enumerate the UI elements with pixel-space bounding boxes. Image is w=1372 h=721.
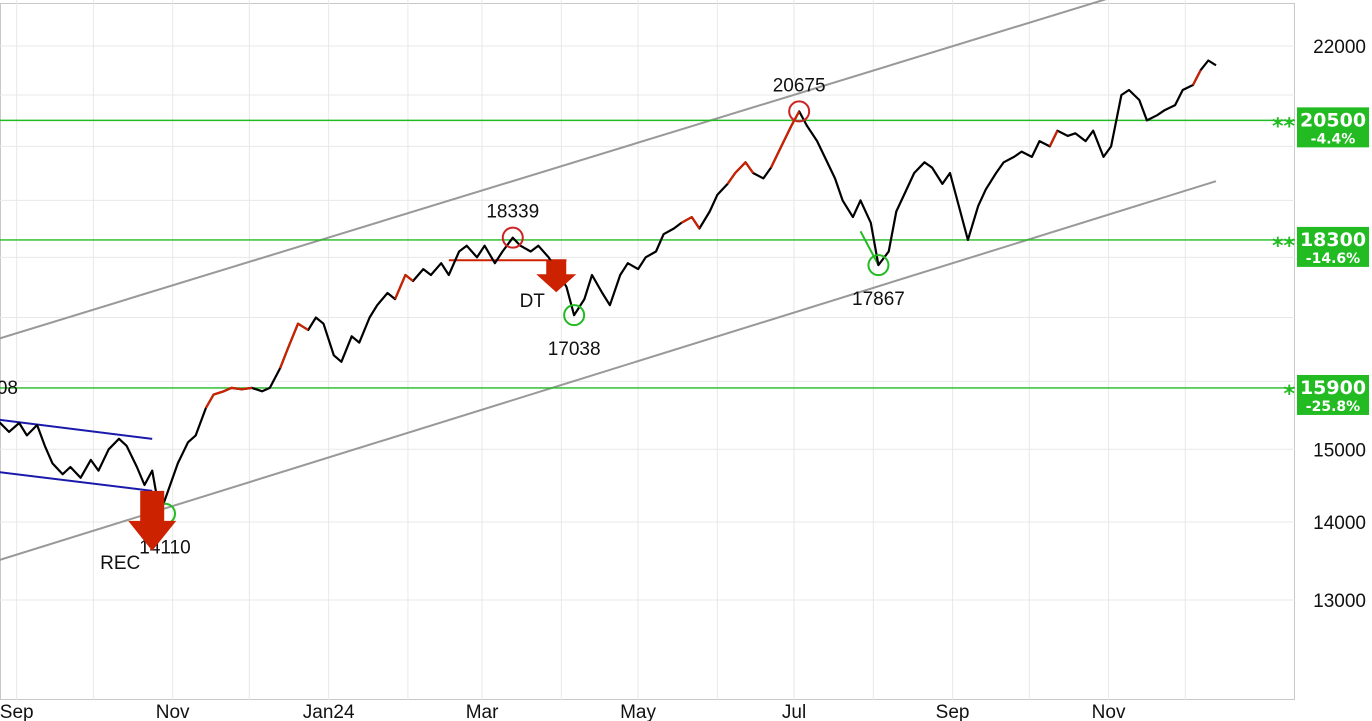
level-badge-value: 15900 bbox=[1300, 377, 1366, 399]
x-tick-label: Jan24 bbox=[303, 702, 355, 721]
price-series-highlight bbox=[680, 216, 701, 230]
pattern-line bbox=[859, 230, 880, 266]
pivot-label: 18339 bbox=[486, 202, 539, 223]
trend-channel-line bbox=[0, 0, 1107, 340]
level-badge-value: 18300 bbox=[1300, 229, 1366, 251]
level-badge-stars: ** bbox=[1272, 234, 1296, 259]
pivot-label: 17038 bbox=[548, 339, 601, 360]
y-tick-label: 13000 bbox=[1313, 591, 1366, 612]
level-badge bbox=[1297, 107, 1369, 148]
y-tick-label: 15000 bbox=[1313, 440, 1366, 461]
plot-content: 5081411018339170382067517867RECDT bbox=[0, 0, 1295, 574]
price-series-highlight bbox=[279, 322, 309, 369]
level-badge-stars: * bbox=[1283, 382, 1295, 407]
pivot-label: 508 bbox=[0, 378, 18, 399]
level-badge-percent: -4.4% bbox=[1311, 131, 1356, 147]
level-badge-percent: -25.8% bbox=[1306, 399, 1360, 415]
pivot-marker bbox=[788, 100, 811, 123]
x-tick-label: Mar bbox=[466, 702, 499, 721]
price-series-highlight bbox=[204, 386, 253, 409]
price-series-highlight bbox=[770, 110, 801, 169]
pivot-marker bbox=[563, 304, 586, 327]
x-tick-label: May bbox=[620, 702, 656, 721]
price-series-highlight bbox=[726, 161, 754, 185]
signal-label: REC bbox=[100, 553, 140, 574]
x-tick-label: Nov bbox=[156, 702, 190, 721]
plot-frame bbox=[0, 3, 1295, 700]
price-series-highlight bbox=[1048, 130, 1059, 147]
x-tick-label: Jul bbox=[782, 702, 806, 721]
x-tick-label: Sep bbox=[936, 702, 970, 721]
trend-channel-line bbox=[0, 180, 1217, 561]
level-badge-percent: -14.6% bbox=[1306, 251, 1360, 267]
pivot-label: 17867 bbox=[852, 289, 905, 310]
price-series-line bbox=[0, 59, 1217, 515]
level-badge-value: 20500 bbox=[1300, 109, 1366, 131]
pattern-line bbox=[0, 471, 153, 492]
signal-label: DT bbox=[520, 291, 546, 312]
y-tick-label: 22000 bbox=[1313, 37, 1366, 58]
price-series-highlight bbox=[1192, 69, 1202, 86]
signal-arrow bbox=[128, 490, 177, 551]
level-badge bbox=[1297, 226, 1369, 267]
x-tick-label: Sep bbox=[0, 702, 34, 721]
pivot-marker bbox=[867, 254, 890, 277]
pattern-line bbox=[0, 418, 153, 440]
x-tick-label: Nov bbox=[1092, 702, 1126, 721]
level-badge-stars: ** bbox=[1272, 114, 1296, 139]
level-badge bbox=[1297, 374, 1369, 415]
y-tick-label: 14000 bbox=[1313, 513, 1366, 534]
pivot-label: 20675 bbox=[773, 75, 826, 96]
signal-arrow bbox=[536, 260, 577, 293]
pivot-marker bbox=[501, 226, 524, 249]
price-series-highlight bbox=[394, 273, 414, 300]
grid bbox=[0, 0, 1295, 700]
